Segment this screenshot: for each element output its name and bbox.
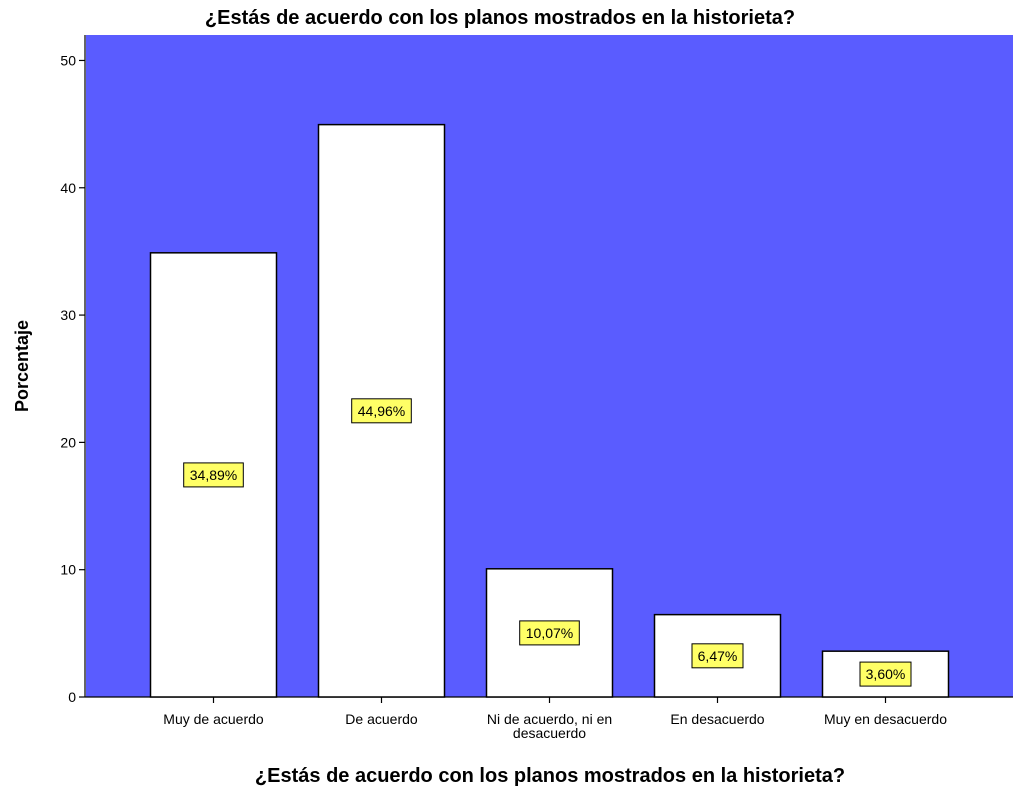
bars: Muy de acuerdo 34,89% De acuerdo 44,96% Ni d…: [149, 123, 950, 741]
data-label: 34,89%: [190, 467, 237, 483]
y-tick-label: 50: [60, 52, 76, 68]
y-tick-label: 0: [68, 689, 76, 705]
data-label: 44,96%: [358, 403, 405, 419]
y-tick-label: 40: [60, 180, 76, 196]
y-tick-label: 20: [60, 434, 76, 450]
x-tick-label: desacuerdo: [513, 725, 586, 741]
x-tick-label: De acuerdo: [345, 711, 418, 727]
data-label-box: [351, 398, 412, 424]
data-label: 10,07%: [526, 625, 573, 641]
x-axis-label: ¿Estás de acuerdo con los planos mostrad…: [255, 765, 845, 787]
data-label-box: [183, 462, 244, 488]
x-tick-label: Ni de acuerdo, ni en: [487, 711, 612, 727]
x-tick-label: En desacuerdo: [670, 711, 764, 727]
y-tick-label: 10: [60, 562, 76, 578]
x-tick-label: Muy en desacuerdo: [824, 711, 947, 727]
x-tick-label: Muy de acuerdo: [163, 711, 264, 727]
y-axis-label: Porcentaje: [12, 320, 32, 412]
y-tick-label: 30: [60, 307, 76, 323]
data-label-box: [691, 643, 744, 669]
chart-title: ¿Estás de acuerdo con los planos mostrad…: [205, 7, 795, 29]
data-label-box: [519, 620, 580, 646]
data-label: 3,60%: [866, 666, 906, 682]
data-label: 6,47%: [698, 648, 738, 664]
data-label-box: [859, 661, 912, 687]
